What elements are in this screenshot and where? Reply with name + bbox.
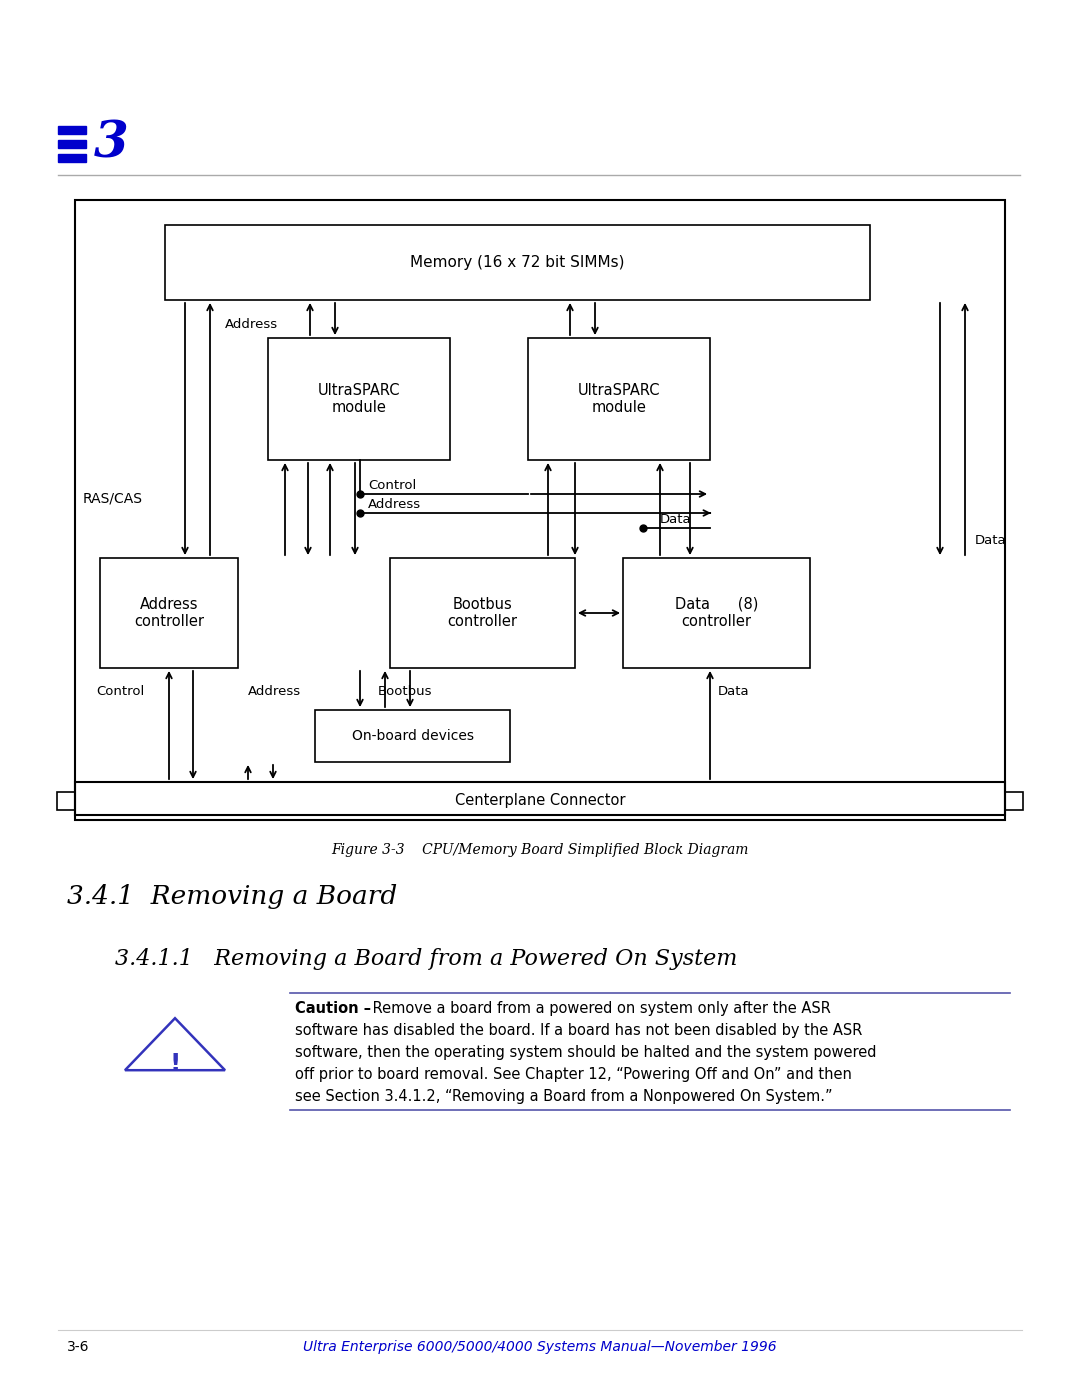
- Text: UltraSPARC
module: UltraSPARC module: [578, 383, 660, 415]
- Text: Memory (16 x 72 bit SIMMs): Memory (16 x 72 bit SIMMs): [410, 256, 624, 270]
- Bar: [268, 338, 450, 460]
- Text: Figure 3-3    CPU/Memory Board Simplified Block Diagram: Figure 3-3 CPU/Memory Board Simplified B…: [332, 842, 748, 856]
- Text: RAS/CAS: RAS/CAS: [83, 490, 143, 504]
- Bar: [165, 225, 870, 300]
- Text: Address: Address: [248, 685, 301, 698]
- Text: Centerplane Connector: Centerplane Connector: [455, 793, 625, 809]
- Bar: [58, 140, 86, 148]
- Text: 3-6: 3-6: [67, 1340, 90, 1354]
- Text: Data: Data: [718, 685, 750, 698]
- Text: Ultra Enterprise 6000/5000/4000 Systems Manual—November 1996: Ultra Enterprise 6000/5000/4000 Systems …: [303, 1340, 777, 1354]
- Bar: [390, 557, 575, 668]
- Text: Control: Control: [96, 685, 145, 698]
- Text: Caution –: Caution –: [295, 1002, 372, 1016]
- Bar: [1005, 792, 1023, 810]
- Text: Address
controller: Address controller: [134, 597, 204, 629]
- Text: 3.4.1.1   Removing a Board from a Powered On System: 3.4.1.1 Removing a Board from a Powered …: [114, 949, 738, 970]
- Text: Address: Address: [368, 497, 421, 511]
- Text: software, then the operating system should be halted and the system powered: software, then the operating system shou…: [295, 1045, 877, 1060]
- Text: off prior to board removal. See Chapter 12, “Powering Off and On” and then: off prior to board removal. See Chapter …: [295, 1067, 852, 1083]
- Text: Address: Address: [225, 319, 279, 331]
- Text: Data      (8)
controller: Data (8) controller: [675, 597, 758, 629]
- Text: On-board devices: On-board devices: [351, 729, 473, 743]
- Text: 3.4.1  Removing a Board: 3.4.1 Removing a Board: [67, 884, 397, 909]
- Bar: [58, 154, 86, 162]
- Text: Data: Data: [975, 534, 1007, 546]
- Bar: [528, 338, 710, 460]
- Bar: [315, 710, 510, 761]
- Text: Bootbus: Bootbus: [378, 685, 432, 698]
- Text: see Section 3.4.1.2, “Removing a Board from a Nonpowered On System.”: see Section 3.4.1.2, “Removing a Board f…: [295, 1090, 833, 1104]
- Bar: [75, 200, 1005, 814]
- Bar: [75, 782, 1005, 820]
- Text: 3: 3: [94, 120, 129, 169]
- Bar: [623, 557, 810, 668]
- Text: software has disabled the board. If a board has not been disabled by the ASR: software has disabled the board. If a bo…: [295, 1023, 862, 1038]
- Text: Control: Control: [368, 479, 416, 492]
- Bar: [57, 792, 75, 810]
- Text: Remove a board from a powered on system only after the ASR: Remove a board from a powered on system …: [368, 1002, 831, 1016]
- Text: UltraSPARC
module: UltraSPARC module: [318, 383, 401, 415]
- Bar: [100, 557, 238, 668]
- Bar: [58, 126, 86, 134]
- Text: Bootbus
controller: Bootbus controller: [447, 597, 517, 629]
- Text: !: !: [170, 1052, 180, 1076]
- Text: Data: Data: [660, 513, 692, 527]
